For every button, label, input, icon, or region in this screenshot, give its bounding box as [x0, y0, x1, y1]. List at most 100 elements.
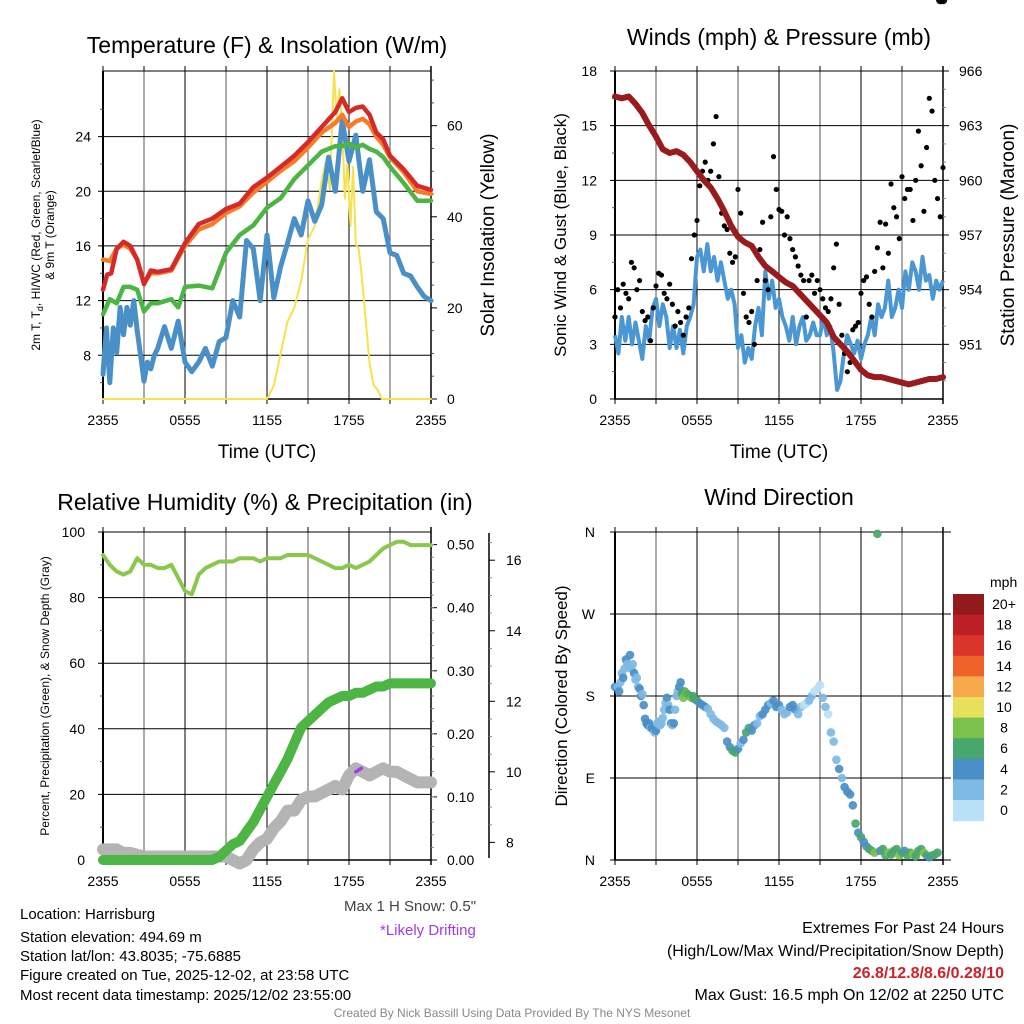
colorbar-swatch — [953, 614, 984, 636]
y2-tick-label: 20 — [447, 300, 463, 316]
direction-point — [851, 819, 860, 828]
gust-point — [779, 208, 785, 214]
gust-point — [647, 338, 654, 344]
gust-point — [691, 232, 697, 238]
y-tick-label: N — [585, 852, 595, 868]
gust-point — [877, 219, 883, 225]
direction-point — [821, 702, 830, 712]
gust-point — [795, 263, 801, 269]
gust-point — [754, 277, 760, 284]
gust-point — [762, 277, 768, 284]
gust-point — [787, 236, 793, 242]
gust-point — [811, 290, 818, 296]
gust-point — [612, 314, 618, 320]
gust-point — [792, 254, 799, 260]
colorbar-label: 8 — [1000, 720, 1008, 736]
x-tick-label: 1755 — [845, 873, 876, 889]
chart-title: Winds (mph) & Pressure (mb) — [627, 24, 931, 50]
y2-tick-label: 0.20 — [447, 726, 474, 742]
gust-point — [773, 186, 779, 193]
y-tick-label: W — [582, 606, 596, 622]
gust-point — [891, 205, 897, 211]
gust-point — [727, 250, 733, 256]
gust-point — [678, 319, 684, 326]
gust-point — [883, 221, 889, 227]
gust-point — [686, 305, 692, 311]
gust-point — [896, 236, 902, 242]
x-tick-label: 2355 — [87, 873, 118, 889]
gust-point — [907, 186, 913, 193]
direction-point — [818, 693, 828, 703]
gust-point — [833, 241, 840, 247]
x-tick-label: 1755 — [333, 412, 364, 428]
y-tick-label: 16 — [75, 238, 91, 254]
y-tick-label: E — [586, 770, 595, 786]
y2-tick-label: 0.10 — [447, 789, 474, 805]
direction-point — [632, 673, 642, 683]
colorbar-swatch — [953, 779, 984, 801]
gust-point — [658, 272, 665, 278]
x-tick-label: 2355 — [927, 412, 958, 428]
direction-point — [752, 719, 762, 728]
chart-title: Temperature (F) & Insolation (W/m) — [87, 32, 447, 58]
gust-point — [653, 283, 659, 289]
y3-tick-label: 12 — [506, 693, 522, 709]
gust-point — [716, 174, 722, 180]
gust-point — [809, 272, 815, 278]
chart-title: Wind Direction — [704, 484, 854, 510]
gust-point — [899, 174, 905, 180]
x-tick-label: 2355 — [599, 412, 630, 428]
y-tick-label: 6 — [589, 282, 597, 298]
y-tick-label: 0 — [589, 391, 597, 407]
direction-point — [618, 673, 628, 683]
gust-point — [667, 281, 673, 287]
gust-point — [915, 128, 922, 134]
direction-point — [638, 689, 647, 699]
x-tick-label: 1755 — [333, 873, 364, 889]
gust-point — [637, 277, 643, 284]
gust-point — [617, 305, 624, 311]
colorbar-label: 16 — [996, 637, 1012, 653]
y2-tick-label: 963 — [959, 118, 983, 134]
gust-point — [839, 332, 845, 338]
series-station-pressure — [612, 93, 946, 388]
y2-tick-label: 960 — [959, 172, 983, 188]
gust-point — [708, 168, 714, 174]
gust-point — [631, 265, 637, 271]
gust-point — [940, 164, 946, 171]
direction-point — [815, 680, 825, 690]
y-tick-label: 15 — [581, 118, 597, 134]
x-tick-label: 0555 — [169, 873, 200, 889]
extremes-values: 26.8/12.8/8.6/0.28/10 — [852, 965, 1004, 982]
y-tick-label: 12 — [581, 172, 597, 188]
gust-point — [872, 268, 878, 275]
gust-point — [803, 314, 809, 320]
gust-point — [902, 195, 908, 202]
gust-point — [702, 159, 708, 165]
gust-point — [844, 369, 850, 375]
gust-point — [937, 214, 943, 220]
gust-point — [735, 186, 741, 193]
temperature-chart: Temperature (F) & Insolation (W/m) 2355 05… — [29, 32, 499, 463]
y-axis-label: Percent, Precipitation (Green), & Snow D… — [38, 556, 52, 835]
gust-point — [746, 319, 752, 326]
y-tick-label: 40 — [69, 721, 85, 737]
gust-point — [874, 245, 881, 251]
y2-tick-label: 0.50 — [447, 537, 474, 553]
gust-point — [822, 305, 829, 311]
gust-point — [880, 265, 886, 271]
direction-point — [676, 678, 685, 687]
y2-tick-label: 60 — [447, 118, 463, 134]
gust-point — [694, 217, 700, 224]
direction-point — [720, 723, 729, 733]
gust-point — [626, 296, 632, 302]
colorbar-title: mph — [990, 574, 1017, 590]
series-relative-humidity — [101, 539, 433, 597]
y-tick-label: 18 — [581, 63, 597, 79]
gust-point — [924, 144, 930, 151]
gust-point — [831, 265, 837, 271]
gust-point — [852, 323, 859, 329]
gust-point — [749, 308, 755, 315]
series-dewpoint — [100, 141, 434, 317]
